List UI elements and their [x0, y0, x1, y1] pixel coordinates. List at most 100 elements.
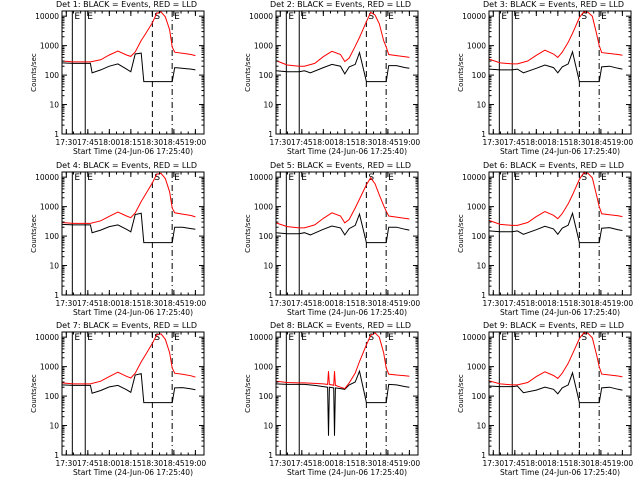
lld-series-line [488, 172, 623, 226]
marker-label: E [514, 173, 520, 183]
x-tick-label: 18:15 [334, 459, 356, 468]
marker-label: E [388, 173, 394, 183]
x-tick-label: 18:00 [526, 459, 548, 468]
marker-label: E [74, 333, 80, 343]
marker-label: E [601, 12, 607, 22]
marker-label: E [87, 333, 93, 343]
y-tick-label: 100 [472, 392, 487, 401]
marker-label: E [174, 333, 180, 343]
y-axis-label: Counts/sec [457, 374, 465, 413]
x-axis-label: Start Time (24-Jun-06 17:25:40) [73, 468, 193, 477]
x-tick-label: 18:45 [590, 459, 612, 468]
x-tick-label: 18:30 [569, 138, 591, 147]
plot-frame [275, 10, 419, 135]
x-tick-label: 17:45 [77, 459, 99, 468]
marker-label: S [154, 173, 160, 183]
y-tick-label: 1000 [40, 203, 59, 212]
y-tick-label: 10000 [35, 12, 59, 21]
y-axis-label: Counts/sec [244, 374, 252, 413]
panel-title: Det 1: BLACK = Events, RED = LLD [56, 0, 197, 9]
x-tick-label: 17:45 [77, 138, 99, 147]
y-tick-label: 10000 [249, 12, 273, 21]
x-tick-label: 18:30 [356, 138, 378, 147]
x-axis-label: Start Time (24-Jun-06 17:25:40) [287, 468, 407, 477]
x-tick-label: 18:15 [547, 138, 569, 147]
y-tick-label: 100 [45, 232, 60, 241]
y-tick-label: 1000 [254, 203, 273, 212]
y-tick-label: 1000 [40, 363, 59, 372]
x-tick-label: 18:45 [377, 459, 399, 468]
events-series-line [488, 50, 623, 83]
marker-label: E [501, 173, 507, 183]
x-tick-label: 17:45 [291, 299, 313, 308]
x-tick-label: 17:30 [269, 299, 291, 308]
x-tick-label: 18:00 [313, 299, 335, 308]
x-tick-label: 17:45 [291, 138, 313, 147]
x-tick-label: 19:00 [185, 299, 207, 308]
y-tick-label: 1 [481, 130, 486, 139]
marker-label: E [301, 333, 307, 343]
x-tick-label: 17:45 [291, 459, 313, 468]
x-axis-label: Start Time (24-Jun-06 17:25:40) [500, 468, 620, 477]
y-tick-label: 100 [45, 71, 60, 80]
x-axis-label: Start Time (24-Jun-06 17:25:40) [500, 308, 620, 317]
lld-series-line [488, 332, 623, 386]
x-axis-label: Start Time (24-Jun-06 17:25:40) [73, 308, 193, 317]
x-tick-label: 19:00 [612, 459, 634, 468]
plot-frame [61, 10, 205, 135]
y-tick-label: 10 [476, 262, 486, 271]
marker-label: S [154, 333, 160, 343]
x-tick-label: 18:15 [334, 299, 356, 308]
y-tick-label: 100 [472, 232, 487, 241]
panel-title: Det 3: BLACK = Events, RED = LLD [483, 0, 624, 9]
y-tick-label: 100 [259, 392, 274, 401]
x-tick-label: 17:45 [77, 299, 99, 308]
marker-label: E [87, 173, 93, 183]
y-axis-label: Counts/sec [457, 53, 465, 92]
marker-label: S [368, 12, 374, 22]
y-axis-label: Counts/sec [30, 53, 38, 92]
x-tick-label: 17:45 [504, 299, 526, 308]
plot-frame [488, 10, 632, 135]
x-tick-label: 19:00 [185, 138, 207, 147]
y-tick-label: 10000 [249, 333, 273, 342]
x-axis-label: Start Time (24-Jun-06 17:25:40) [500, 147, 620, 156]
y-tick-label: 1000 [467, 42, 486, 51]
lld-series-line [61, 172, 196, 224]
x-tick-label: 18:00 [313, 459, 335, 468]
x-tick-label: 18:45 [377, 299, 399, 308]
lld-series-line [61, 11, 196, 63]
marker-label: E [174, 173, 180, 183]
marker-label: E [514, 333, 520, 343]
x-tick-label: 18:45 [590, 299, 612, 308]
marker-label: S [581, 12, 587, 22]
plot-frame [61, 331, 205, 456]
y-tick-label: 1 [54, 130, 59, 139]
y-tick-label: 10 [263, 422, 273, 431]
x-tick-label: 18:15 [547, 459, 569, 468]
x-tick-label: 18:15 [120, 138, 142, 147]
lld-series-line [488, 11, 623, 65]
marker-label: E [74, 12, 80, 22]
x-tick-label: 17:30 [482, 138, 504, 147]
x-tick-label: 18:30 [356, 459, 378, 468]
events-series-line [488, 211, 623, 244]
x-tick-label: 18:45 [590, 138, 612, 147]
panel-title: Det 5: BLACK = Events, RED = LLD [270, 161, 411, 170]
y-tick-label: 10000 [35, 333, 59, 342]
x-tick-label: 19:00 [399, 138, 421, 147]
x-tick-label: 19:00 [399, 299, 421, 308]
y-axis-label: Counts/sec [30, 214, 38, 253]
marker-label: E [288, 333, 294, 343]
x-tick-label: 18:30 [569, 299, 591, 308]
marker-label: E [301, 12, 307, 22]
panel-title: Det 9: BLACK = Events, RED = LLD [483, 321, 624, 330]
x-tick-label: 19:00 [612, 299, 634, 308]
y-axis-label: Counts/sec [244, 214, 252, 253]
y-tick-label: 1 [268, 451, 273, 460]
